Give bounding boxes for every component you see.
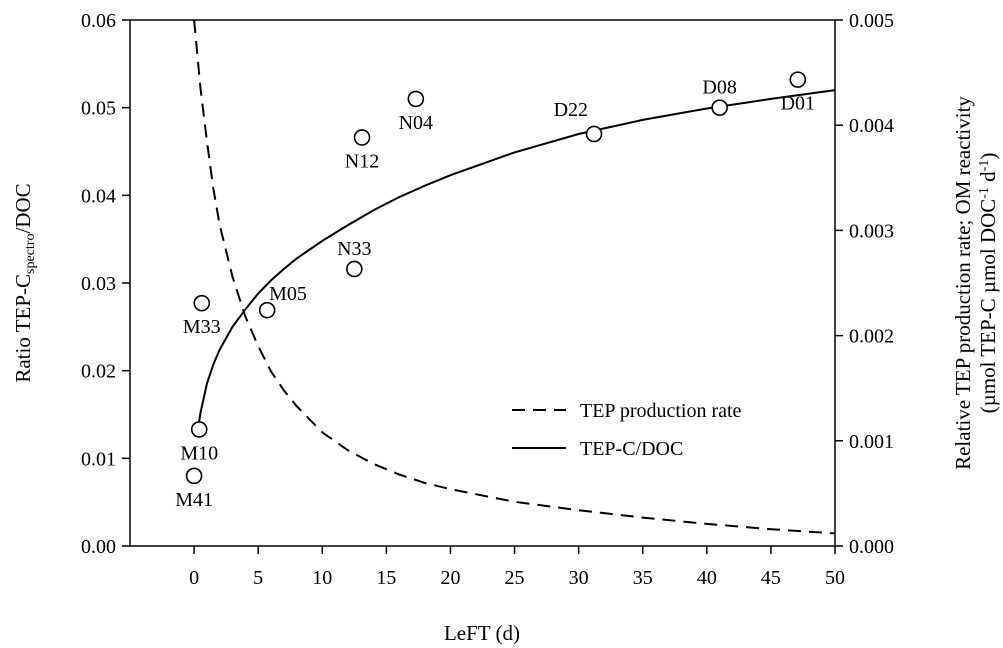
data-point	[185, 467, 203, 485]
left-y-axis-title-suffix: /DOC	[11, 183, 35, 233]
data-points: M41 M10 M33 M05 N33 N12 N04 D22 D08 D01	[175, 71, 815, 511]
axes-ticks: 0 5 10 15 20 25 30 35 40 45 50 0.00 0.01 0.02 0.03 0.04…	[81, 10, 894, 589]
left-y-tick-label: 0.06	[81, 10, 116, 32]
right-y-tick-label: 0.000	[849, 536, 894, 558]
data-point	[407, 90, 425, 108]
data-point-label: D22	[554, 99, 588, 121]
left-y-tick-label: 0.00	[81, 536, 116, 558]
legend-label-tepc-doc: TEP-C/DOC	[580, 438, 683, 460]
data-point-label: N33	[337, 238, 371, 260]
data-point	[585, 125, 603, 143]
data-point-label: D01	[781, 93, 815, 115]
data-point-label: D08	[702, 77, 736, 99]
left-y-axis-title: Ratio TEP-Cspectro/DOC	[11, 183, 38, 382]
x-tick-label: 35	[633, 567, 653, 589]
left-y-tick-label: 0.03	[81, 273, 116, 295]
right-y-tick-label: 0.004	[849, 115, 894, 137]
x-tick-label: 10	[312, 567, 332, 589]
data-point	[353, 129, 371, 146]
x-tick-label: 45	[761, 567, 781, 589]
right-y-axis-title-superscript: -1	[977, 160, 992, 172]
data-point	[258, 301, 276, 319]
right-y-axis-title-part: (µmol TEP-C µmol DOC	[976, 199, 1000, 414]
tepc-doc-curve	[196, 89, 836, 430]
data-point	[711, 99, 728, 116]
x-tick-label: 40	[697, 567, 717, 589]
plot-frame	[129, 19, 836, 547]
data-point-label: M10	[180, 442, 218, 464]
legend-label-production-rate: TEP production rate	[580, 400, 742, 422]
data-point-label: N12	[345, 150, 379, 172]
legend: TEP production rate TEP-C/DOC	[512, 400, 742, 460]
right-y-axis-title-part: )	[976, 153, 1000, 160]
x-tick-label: 0	[189, 567, 199, 589]
data-point-label: M33	[183, 316, 221, 338]
right-y-axis-title-superscript: -1	[977, 187, 992, 199]
left-y-axis-title-prefix: Ratio TEP-C	[11, 274, 35, 383]
data-point	[193, 294, 211, 312]
x-tick-label: 30	[569, 567, 589, 589]
series-curves	[193, 19, 836, 535]
left-y-tick-label: 0.04	[81, 185, 116, 207]
x-axis-title: LeFT (d)	[444, 621, 520, 645]
data-point	[346, 260, 363, 278]
right-y-tick-label: 0.005	[849, 10, 894, 32]
data-point-label: N04	[399, 112, 433, 134]
x-tick-label: 15	[376, 567, 396, 589]
x-tick-label: 20	[440, 567, 460, 589]
right-y-tick-label: 0.003	[849, 220, 894, 242]
right-y-tick-label: 0.002	[849, 326, 894, 348]
data-point	[789, 71, 807, 88]
left-y-tick-label: 0.01	[81, 448, 116, 470]
tep-production-rate-curve	[193, 19, 836, 535]
left-y-axis-title-subscript: spectro	[23, 234, 38, 274]
data-point-label: M05	[269, 283, 307, 305]
x-tick-label: 50	[825, 567, 845, 589]
left-y-tick-label: 0.02	[81, 361, 116, 383]
x-tick-label: 5	[253, 567, 263, 589]
right-y-axis-title-part: d	[976, 171, 1000, 187]
data-point	[190, 421, 208, 438]
right-y-tick-label: 0.001	[849, 431, 894, 453]
data-point-label: M41	[175, 489, 213, 511]
right-y-axis-title-line2: (µmol TEP-C µmol DOC-1 d-1)	[976, 153, 1000, 414]
left-y-tick-label: 0.05	[81, 98, 116, 120]
x-tick-label: 25	[505, 567, 525, 589]
right-y-axis-title-line1: Relative TEP production rate; OM reactiv…	[951, 96, 975, 470]
